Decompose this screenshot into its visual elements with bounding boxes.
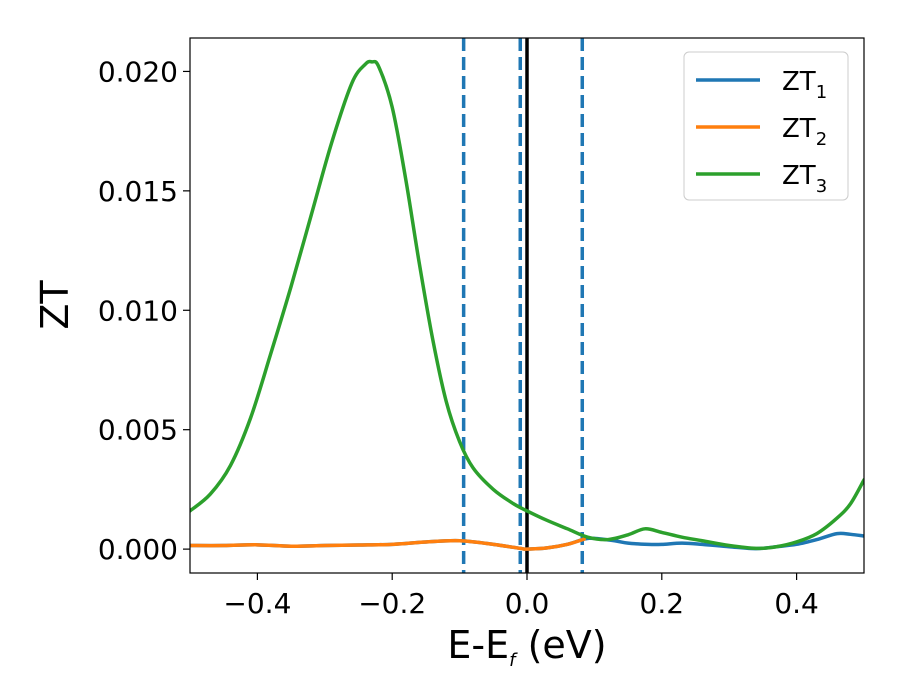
y-tick-label: 0.015 bbox=[98, 175, 178, 208]
y-tick-label: 0.010 bbox=[98, 294, 178, 327]
legend-label-zt1: ZT1 bbox=[782, 67, 827, 103]
legend-label-zt2: ZT2 bbox=[782, 114, 827, 150]
x-axis-ticks: −0.4 −0.2 0.0 0.2 0.4 bbox=[223, 573, 819, 620]
y-tick-label: 0.005 bbox=[98, 414, 178, 447]
x-tick-label: 0.0 bbox=[505, 587, 550, 620]
reference-lines bbox=[461, 38, 585, 573]
x-tick-label: 0.2 bbox=[640, 587, 685, 620]
x-axis-label-subscript: f bbox=[509, 650, 518, 671]
y-axis-ticks: 0.000 0.005 0.010 0.015 0.020 bbox=[98, 55, 190, 566]
legend-label-zt3: ZT3 bbox=[782, 161, 827, 197]
x-axis-label: E-Ef (eV) bbox=[447, 623, 606, 671]
legend: ZT1 ZT2 ZT3 bbox=[683, 51, 849, 201]
series-line-zt3 bbox=[190, 59, 864, 551]
x-tick-label: −0.4 bbox=[223, 587, 291, 620]
y-tick-label: 0.020 bbox=[98, 55, 178, 88]
x-axis-label-unit: (eV) bbox=[515, 623, 606, 667]
series-line-zt2 bbox=[190, 537, 587, 551]
y-axis-label: ZT bbox=[33, 280, 77, 330]
x-tick-label: 0.4 bbox=[774, 587, 819, 620]
series-lines bbox=[190, 59, 864, 551]
y-tick-label: 0.000 bbox=[98, 533, 178, 566]
legend-box bbox=[683, 51, 849, 201]
x-tick-label: −0.2 bbox=[358, 587, 426, 620]
